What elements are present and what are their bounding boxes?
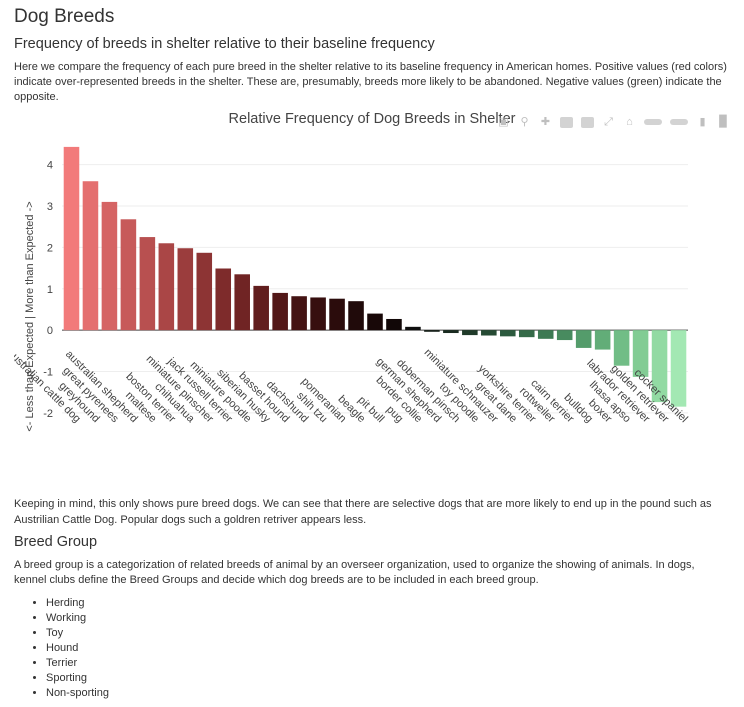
list-item: Toy (46, 626, 109, 641)
bar[interactable] (196, 252, 213, 331)
chart-modebar: ▣ ⚲ ✚ ⤢ ⌂ ▮ ▉ (497, 114, 730, 130)
y-tick-label: 0 (47, 325, 53, 337)
bar[interactable] (651, 330, 668, 403)
bar[interactable] (101, 201, 118, 331)
y-axis-label: <- Less than Expected | More than Expect… (24, 201, 36, 431)
bar[interactable] (424, 330, 440, 332)
bar[interactable] (386, 318, 402, 331)
pan-icon[interactable]: ✚ (540, 115, 551, 128)
home-icon[interactable]: ⌂ (626, 115, 633, 128)
list-item: Sporting (46, 671, 109, 686)
bar[interactable] (367, 313, 383, 331)
bar[interactable] (670, 330, 687, 407)
bar[interactable] (272, 292, 288, 331)
bar[interactable] (63, 146, 80, 331)
breed-group-description: A breed group is a categorization of rel… (14, 559, 695, 586)
intro-paragraph: Here we compare the frequency of each pu… (14, 61, 727, 103)
bar[interactable] (537, 330, 554, 339)
plotly-logo-icon[interactable]: ▉ (719, 115, 728, 128)
bar[interactable] (158, 243, 175, 331)
zoom-in-icon[interactable] (560, 116, 573, 128)
list-item: Terrier (46, 656, 109, 671)
spike-lines-icon[interactable] (644, 119, 662, 125)
bar[interactable] (500, 330, 516, 337)
closest-hover-icon[interactable]: ▮ (699, 115, 706, 128)
bar[interactable] (443, 330, 459, 334)
bar[interactable] (177, 248, 194, 331)
y-tick-label: 2 (47, 242, 53, 254)
y-tick-label: -2 (43, 408, 53, 420)
list-item: Non-sporting (46, 686, 109, 701)
bar[interactable] (253, 285, 269, 331)
breed-group-heading: Breed Group (14, 534, 98, 550)
bar[interactable] (462, 330, 478, 336)
bar[interactable] (613, 330, 630, 366)
list-item: Working (46, 611, 109, 626)
bar[interactable] (575, 330, 592, 348)
bar[interactable] (215, 268, 232, 331)
bar[interactable] (234, 274, 250, 331)
page-title: Dog Breeds (14, 6, 115, 27)
bar[interactable] (556, 330, 573, 341)
bar[interactable] (594, 330, 611, 350)
y-tick-label: -1 (43, 367, 53, 379)
bar[interactable] (120, 219, 137, 331)
autoscale-icon[interactable]: ⤢ (604, 115, 613, 128)
y-tick-label: 3 (47, 201, 53, 213)
bar[interactable] (329, 298, 345, 331)
bar[interactable] (481, 330, 497, 336)
bar[interactable] (139, 237, 156, 331)
camera-icon[interactable]: ▣ (498, 115, 509, 128)
breed-group-list: Herding Working Toy Hound Terrier Sporti… (14, 596, 109, 701)
zoom-icon[interactable]: ⚲ (520, 115, 529, 128)
bar[interactable] (518, 330, 535, 338)
compare-hover-icon[interactable] (670, 119, 688, 125)
bar[interactable] (405, 326, 421, 331)
bar-chart[interactable]: Relative Frequency of Dog Breeds in Shel… (14, 104, 730, 496)
y-tick-label: 1 (47, 284, 53, 296)
list-item: Herding (46, 596, 109, 611)
bar[interactable] (291, 296, 307, 331)
bar[interactable] (82, 181, 99, 331)
bar[interactable] (632, 330, 649, 377)
bar[interactable] (310, 297, 326, 331)
zoom-out-icon[interactable] (581, 116, 594, 128)
chart-title: Relative Frequency of Dog Breeds in Shel… (229, 111, 516, 127)
after-chart-paragraph: Keeping in mind, this only shows pure br… (14, 498, 712, 526)
section-subtitle: Frequency of breeds in shelter relative … (14, 36, 435, 52)
chart-svg[interactable]: Relative Frequency of Dog Breeds in Shel… (14, 104, 730, 496)
list-item: Hound (46, 641, 109, 656)
y-tick-label: 4 (47, 160, 53, 172)
bar[interactable] (348, 301, 364, 331)
